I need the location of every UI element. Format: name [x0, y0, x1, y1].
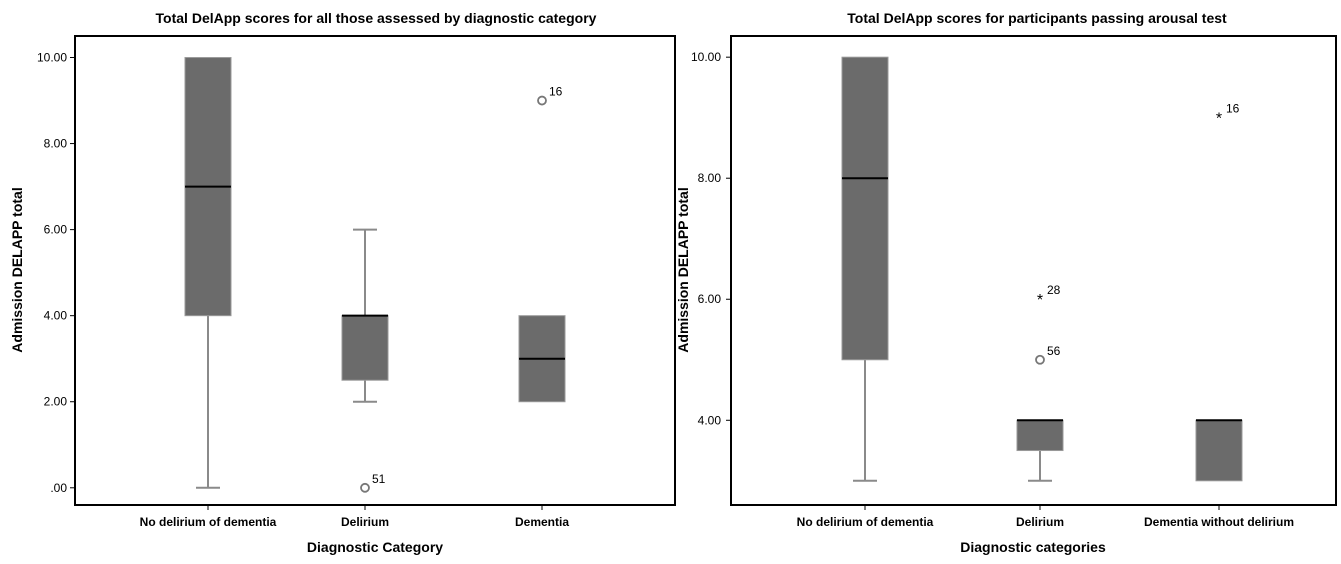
y-tick-label: 6.00	[44, 223, 68, 237]
chart-1-plot-frame	[74, 35, 676, 506]
box-iqr	[1016, 419, 1064, 452]
box-iqr	[841, 56, 889, 361]
box-3	[518, 315, 566, 403]
box-2	[1016, 419, 1064, 482]
box-1	[841, 56, 889, 482]
y-tick-label: 4.00	[44, 309, 68, 323]
x-category-label: Delirium	[341, 515, 389, 529]
chart-2-x-axis-label: Diagnostic categories	[960, 539, 1106, 555]
chart-panel-2: Total DelApp scores for participants pas…	[675, 10, 1337, 555]
box-iqr	[341, 315, 389, 381]
y-tick-label: 8.00	[44, 137, 68, 151]
chart-2-x-categories: No delirium of dementia Delirium Dementia …	[797, 505, 1294, 529]
x-category-label: No delirium of dementia	[140, 515, 277, 529]
y-tick-label: 2.00	[44, 395, 68, 409]
chart-2-boxes	[841, 56, 1243, 482]
chart-2-outliers: * 28 56 * 16	[1035, 102, 1240, 365]
box-2	[341, 228, 389, 403]
y-tick-label: 4.00	[698, 413, 722, 427]
outlier-point: 51	[360, 472, 386, 493]
outlier-circle-marker	[1035, 354, 1045, 365]
outlier-label: 56	[1047, 344, 1061, 358]
chart-panel-1: Total DelApp scores for all those assess…	[9, 10, 676, 555]
outlier-star-marker: *	[1216, 111, 1222, 128]
chart-1-x-categories: No delirium of dementia Delirium Dementia	[140, 505, 569, 529]
chart-2-y-ticks: 4.00 6.00 8.00 10.00	[691, 50, 731, 427]
outlier-label: 51	[372, 472, 386, 486]
outlier-circle-marker	[537, 95, 547, 106]
outlier-point: * 16	[1216, 102, 1240, 128]
outlier-star-marker: *	[1037, 292, 1043, 309]
chart-1-title: Total DelApp scores for all those assess…	[156, 10, 597, 26]
x-category-label: Dementia	[515, 515, 569, 529]
outlier-label: 28	[1047, 283, 1061, 297]
chart-1-y-ticks: .00 2.00 4.00 6.00 8.00 10.00	[37, 51, 75, 495]
x-category-label: No delirium of dementia	[797, 515, 934, 529]
box-1	[184, 57, 232, 489]
box-3	[1195, 419, 1243, 482]
chart-1-outliers: 51 16	[360, 85, 563, 493]
outlier-label: 16	[549, 85, 563, 99]
chart-2-y-axis-label: Admission DELAPP total	[675, 187, 691, 352]
chart-1-x-axis-label: Diagnostic Category	[307, 539, 443, 555]
outlier-point: * 28	[1037, 283, 1061, 309]
chart-2-title: Total DelApp scores for participants pas…	[847, 10, 1227, 26]
chart-1-y-axis-label: Admission DELAPP total	[9, 187, 25, 352]
y-tick-label: 10.00	[691, 50, 721, 64]
outlier-label: 16	[1226, 102, 1240, 116]
x-category-label: Dementia without delirium	[1144, 515, 1294, 529]
chart-1-boxes	[184, 57, 566, 489]
x-category-label: Delirium	[1016, 515, 1064, 529]
outlier-point: 16	[537, 85, 563, 106]
chart-2-plot-frame	[730, 35, 1337, 506]
y-tick-label: 8.00	[698, 171, 722, 185]
box-iqr	[1195, 419, 1243, 482]
y-tick-label: 6.00	[698, 292, 722, 306]
outlier-circle-marker	[360, 482, 370, 493]
outlier-point: 56	[1035, 344, 1061, 365]
y-tick-label: .00	[50, 481, 67, 495]
y-tick-label: 10.00	[37, 51, 67, 65]
